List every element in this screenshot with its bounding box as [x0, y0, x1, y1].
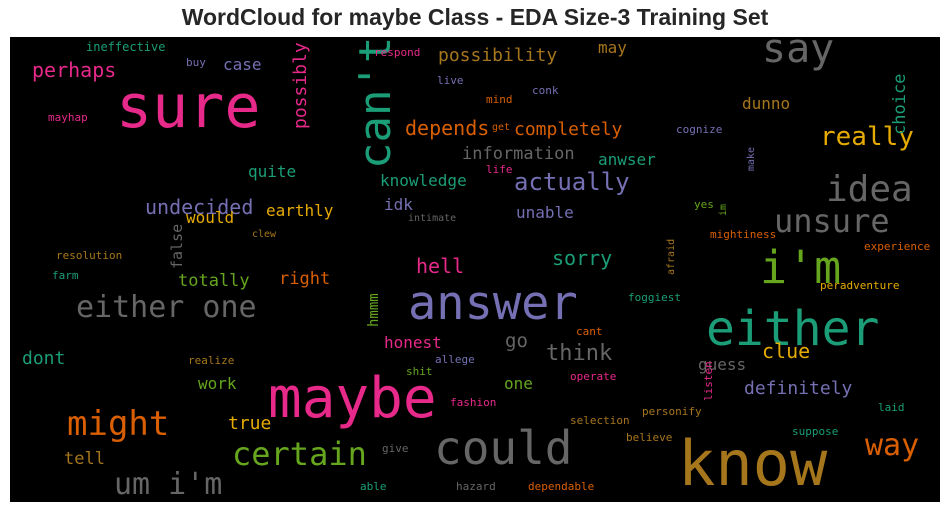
word-information: information — [462, 144, 575, 164]
word-life: life — [486, 163, 513, 176]
word-idea: idea — [826, 169, 913, 210]
word-possibility: possibility — [438, 45, 557, 66]
wordcloud-svg: sure maybe know answer either could can't i'm sa… — [22, 37, 930, 502]
word-resolution: resolution — [56, 249, 122, 262]
word-im: im — [718, 204, 729, 216]
word-fashion: fashion — [450, 396, 496, 409]
word-certain: certain — [232, 435, 367, 473]
word-false: false — [168, 224, 186, 269]
word-think: think — [546, 341, 612, 366]
word-know: know — [678, 427, 828, 500]
chart-title: WordCloud for maybe Class - EDA Size-3 T… — [181, 4, 769, 30]
word-perhaps: perhaps — [32, 58, 116, 82]
word-mightiness: mightiness — [710, 228, 776, 241]
word-live: live — [437, 74, 464, 87]
word-either-one: either one — [76, 290, 257, 325]
word-case: case — [223, 55, 262, 74]
word-right: right — [279, 269, 330, 289]
word-sorry: sorry — [552, 246, 612, 270]
word-either: either — [706, 301, 879, 357]
word-i-m: i'm — [760, 241, 841, 294]
word-give: give — [382, 442, 409, 455]
word-maybe: maybe — [268, 366, 437, 431]
word-possibly: possibly — [290, 42, 311, 129]
word-make: make — [746, 147, 757, 171]
word-sure: sure — [116, 72, 261, 142]
word-anwser: anwser — [598, 150, 656, 169]
word-actually: actually — [514, 168, 630, 196]
word-allege: allege — [435, 353, 475, 366]
word-hell: hell — [416, 254, 464, 278]
word-one: one — [504, 374, 533, 393]
word-get: get — [492, 122, 510, 133]
word-able: able — [360, 480, 387, 493]
word-farm: farm — [52, 269, 79, 282]
word-cant: cant — [576, 325, 603, 338]
word-afraid: afraid — [666, 239, 677, 275]
word-knowledge: knowledge — [380, 171, 467, 190]
word-would: would — [186, 208, 234, 227]
word-buy: buy — [186, 56, 206, 69]
wordcloud-canvas: sure maybe know answer either could can't i'm sa… — [10, 37, 940, 502]
word-could: could — [434, 421, 572, 475]
word-cognize: cognize — [676, 123, 722, 136]
word-tell: tell — [64, 449, 105, 469]
word-peradventure: peradventure — [820, 279, 899, 292]
word-clue: clue — [762, 339, 810, 363]
word-completely: completely — [514, 119, 623, 140]
word-unable: unable — [516, 203, 574, 222]
word-definitely: definitely — [744, 378, 853, 399]
word-dont: dont — [22, 348, 65, 369]
word-shit: shit — [406, 365, 433, 378]
word-dependable: dependable — [528, 480, 594, 493]
word-selection: selection — [570, 414, 630, 427]
word-mayhap: mayhap — [48, 111, 88, 124]
word-clew: clew — [252, 229, 277, 240]
word-go: go — [505, 330, 528, 352]
word-mind: mind — [486, 93, 513, 106]
word-believe: believe — [626, 431, 672, 444]
word-operate: operate — [570, 370, 616, 383]
word-answer: answer — [408, 276, 578, 331]
word-choice: choice — [890, 74, 910, 135]
word-might: might — [67, 404, 169, 444]
word-foggiest: foggiest — [628, 291, 681, 304]
word-guess: guess — [698, 355, 746, 374]
word-suppose: suppose — [792, 425, 838, 438]
word-hazard: hazard — [456, 480, 496, 493]
word-personify: personify — [642, 405, 702, 418]
word-true: true — [228, 413, 271, 434]
word-say: say — [762, 37, 834, 72]
word-laid: laid — [878, 401, 905, 414]
word-can-t: can't — [350, 37, 401, 169]
word-idk: idk — [384, 195, 413, 214]
word-way: way — [865, 428, 919, 463]
word-um-i-m: um i'm — [114, 467, 222, 502]
word-yes: yes — [694, 198, 714, 211]
word-honest: honest — [384, 333, 442, 352]
word-hmmm: hmmm — [366, 293, 382, 327]
word-quite: quite — [248, 162, 296, 181]
word-respond: respond — [374, 46, 420, 59]
word-realize: realize — [188, 354, 234, 367]
word-really: really — [820, 122, 914, 152]
word-ineffective: ineffective — [86, 40, 165, 54]
word-totally: totally — [178, 271, 250, 291]
word-undecided: undecided — [145, 195, 253, 219]
word-work: work — [198, 374, 237, 393]
word-earthly: earthly — [266, 201, 334, 220]
word-unsure: unsure — [774, 202, 890, 240]
word-intimate: intimate — [408, 213, 456, 224]
word-listen: listen — [702, 361, 715, 401]
word-depends: depends — [405, 116, 489, 140]
word-dunno: dunno — [742, 94, 790, 113]
word-conk: conk — [532, 84, 559, 97]
word-may: may — [598, 38, 627, 57]
word-experience: experience — [864, 240, 930, 253]
